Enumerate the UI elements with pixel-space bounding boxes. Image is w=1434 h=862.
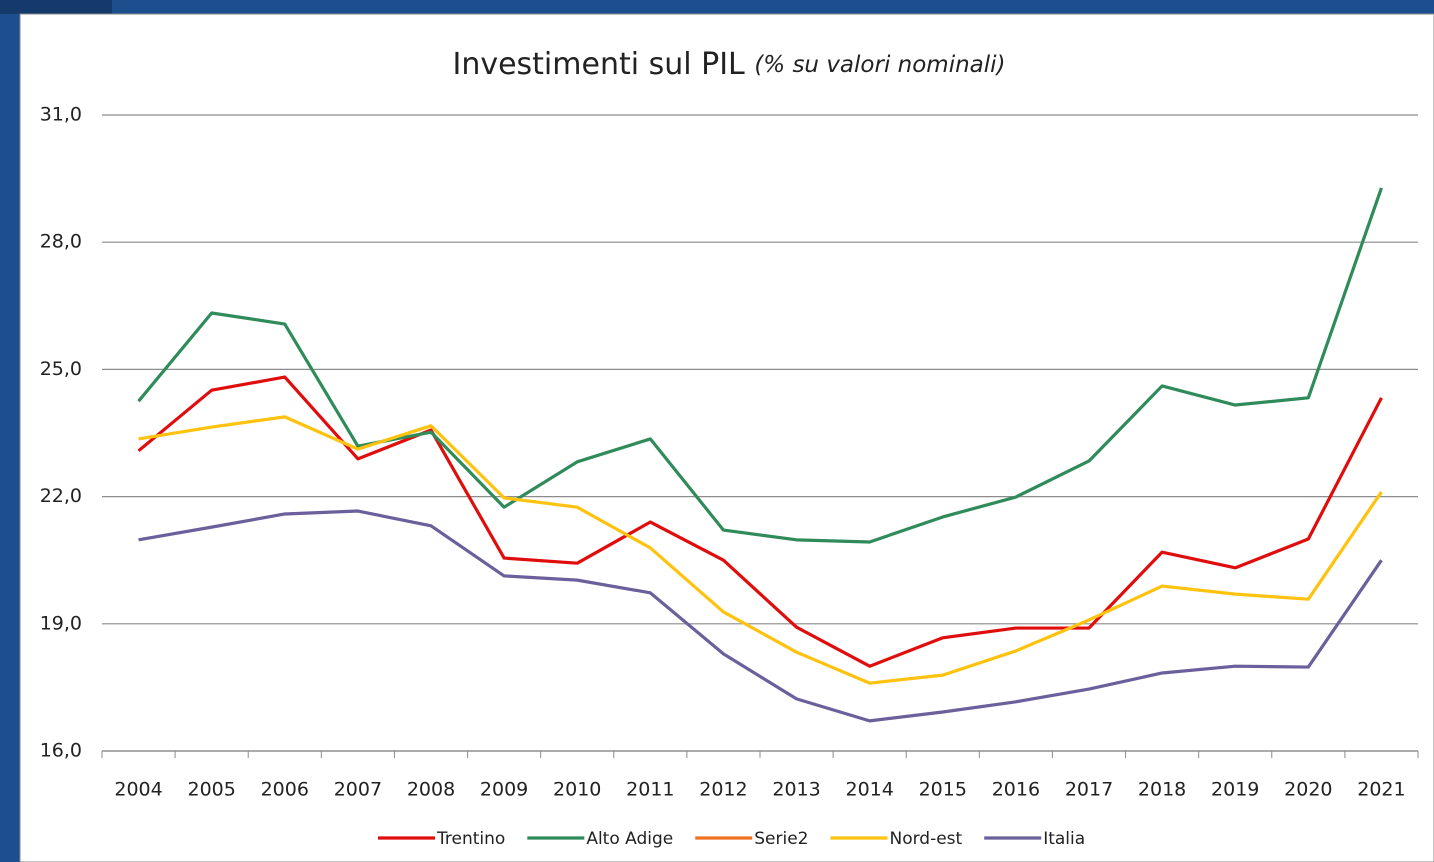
x-tick-label: 2014 — [845, 779, 893, 801]
x-tick-label: 2009 — [480, 779, 528, 801]
x-tick-label: 2010 — [553, 779, 601, 801]
x-tick-label: 2020 — [1284, 779, 1332, 801]
x-tick-label: 2006 — [261, 779, 309, 801]
x-tick-label: 2015 — [919, 779, 967, 801]
legend-label: Nord-est — [889, 829, 962, 849]
x-tick-label: 2018 — [1138, 779, 1186, 801]
series-line — [137, 187, 1383, 544]
legend-label: Trentino — [436, 829, 505, 849]
x-tick-label: 2013 — [772, 779, 820, 801]
subtitle: (% su valori nominali) — [754, 52, 1005, 78]
x-tick-label: 2011 — [626, 779, 674, 801]
x-tick-label: 2019 — [1211, 779, 1259, 801]
title-main: Investimenti sul PIL — [452, 47, 745, 82]
x-tick-label: 2012 — [699, 779, 747, 801]
x-tick-label: 2017 — [1065, 779, 1113, 801]
legend-label: Italia — [1043, 829, 1085, 849]
x-tick-label: 2021 — [1357, 779, 1405, 801]
frame-corner — [0, 0, 112, 14]
y-tick-label: 25,0 — [40, 358, 82, 380]
x-tick-label: 2008 — [407, 779, 455, 801]
x-tick-label: 2016 — [992, 779, 1040, 801]
x-tick-label: 2005 — [187, 779, 235, 801]
y-tick-label: 19,0 — [40, 612, 82, 634]
y-tick-label: 22,0 — [40, 485, 82, 507]
series-line — [138, 509, 1383, 723]
chart-area — [19, 13, 1434, 862]
series-line — [138, 415, 1383, 685]
y-tick-label: 28,0 — [40, 231, 82, 253]
y-tick-label: 16,0 — [40, 740, 82, 762]
legend-label: Serie2 — [754, 829, 808, 849]
y-tick-label: 31,0 — [40, 104, 82, 126]
chart-title: Investimenti sul PIL (% su valori nomina… — [452, 47, 1005, 82]
legend-label: Alto Adige — [586, 829, 673, 849]
x-tick-label: 2004 — [114, 779, 162, 801]
x-tick-label: 2007 — [334, 779, 382, 801]
